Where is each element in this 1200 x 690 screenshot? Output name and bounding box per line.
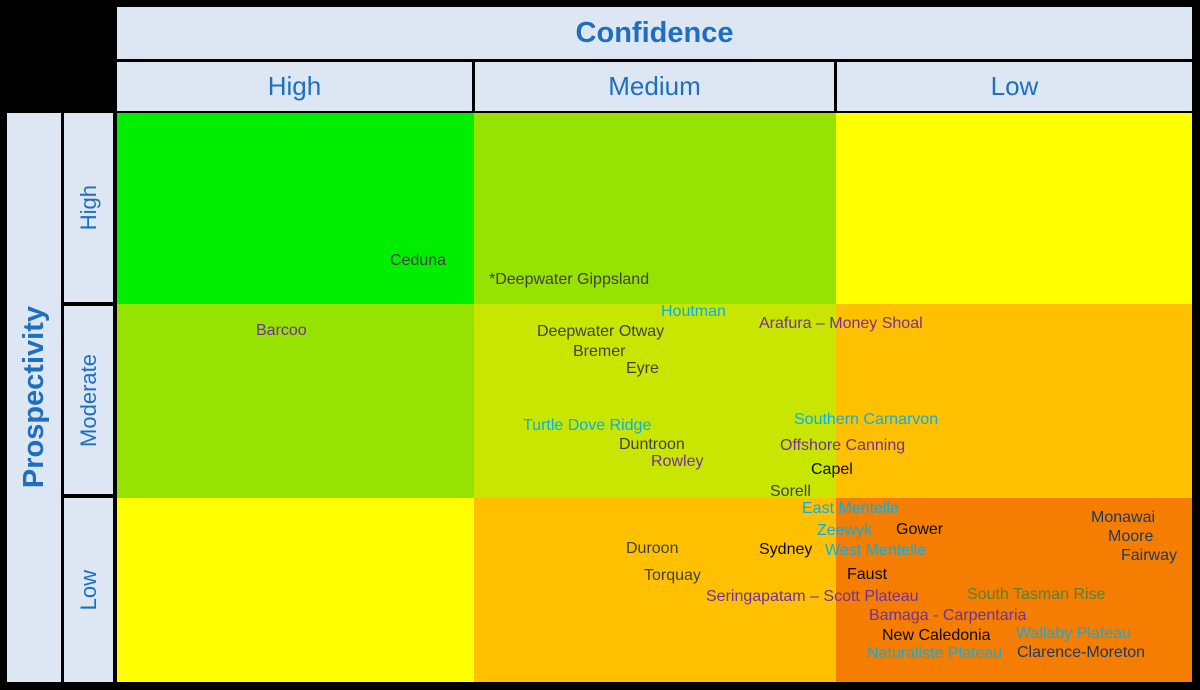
basin-label-wallaby-plateau: Wallaby Plateau — [1016, 625, 1132, 642]
basin-label-monawai: Monawai — [1091, 509, 1156, 526]
basin-label-moore: Moore — [1108, 528, 1154, 545]
basin-label-offshore-canning: Offshore Canning — [780, 437, 906, 454]
cell-prospectivity-moderate-confidence-medium — [474, 304, 836, 498]
basin-label-bamaga-carpentaria: Bamaga - Carpentaria — [869, 607, 1027, 624]
basin-label-deepwater-otway: Deepwater Otway — [537, 323, 665, 340]
cell-prospectivity-low-confidence-high — [117, 498, 474, 682]
row-header-prospectivity-moderate: Moderate — [64, 306, 113, 494]
cell-prospectivity-high-confidence-medium — [474, 113, 836, 304]
basin-label-deepwater-gippsland: *Deepwater Gippsland — [489, 271, 650, 288]
basin-label-turtle-dove-ridge: Turtle Dove Ridge — [523, 417, 652, 434]
basin-label-south-tasman-rise: South Tasman Rise — [967, 586, 1106, 603]
basin-label-eyre: Eyre — [626, 360, 659, 377]
basin-label-sydney: Sydney — [759, 541, 813, 558]
basin-label-clarence-moreton: Clarence-Moreton — [1017, 644, 1146, 661]
basin-label-sorell: Sorell — [770, 483, 811, 500]
basin-label-duntroon: Duntroon — [619, 436, 685, 453]
basin-label-fairway: Fairway — [1121, 547, 1178, 564]
row-header-high-text: High — [75, 184, 101, 231]
basin-label-ceduna: Ceduna — [390, 252, 447, 269]
prospectivity-axis-title: Prospectivity — [7, 113, 61, 682]
basin-label-capel: Capel — [811, 461, 853, 478]
basin-label-west-mentelle: West Mentelle — [825, 542, 927, 559]
cell-prospectivity-moderate-confidence-high — [117, 304, 474, 498]
basin-label-faust: Faust — [847, 566, 888, 583]
confidence-axis-title: Confidence — [117, 7, 1192, 59]
col-header-medium-text: Medium — [608, 71, 701, 101]
col-header-high-text: High — [267, 71, 322, 101]
col-header-confidence-high: High — [117, 62, 472, 111]
basin-label-east-mentelle: East Mentelle — [802, 500, 899, 517]
cell-prospectivity-high-confidence-low — [836, 113, 1192, 304]
cell-prospectivity-low-confidence-medium — [474, 498, 836, 682]
basin-label-naturaliste-plateau: Naturaliste Plateau — [867, 645, 1003, 662]
basin-label-duroon: Duroon — [626, 540, 679, 557]
cell-prospectivity-high-confidence-high — [117, 113, 474, 304]
basin-label-new-caledonia: New Caledonia — [882, 627, 991, 644]
basin-label-seringapatam-scott-plateau: Seringapatam – Scott Plateau — [706, 588, 919, 605]
basin-label-torquay: Torquay — [644, 567, 701, 584]
basin-label-arafura-money-shoal: Arafura – Money Shoal — [759, 315, 923, 332]
row-header-moderate-text: Moderate — [75, 353, 101, 447]
basin-label-bremer: Bremer — [573, 343, 626, 360]
col-header-confidence-medium: Medium — [475, 62, 834, 111]
basin-label-zeewyk: Zeewyk — [817, 522, 873, 539]
row-header-prospectivity-high: High — [64, 113, 113, 302]
col-header-low-text: Low — [990, 71, 1039, 101]
row-header-prospectivity-low: Low — [64, 498, 113, 682]
basin-label-houtman: Houtman — [661, 303, 726, 320]
cell-prospectivity-low-confidence-low — [836, 498, 1192, 682]
basin-label-rowley: Rowley — [651, 453, 704, 470]
basin-label-gower: Gower — [896, 521, 944, 538]
prospectivity-title-text: Prospectivity — [17, 306, 50, 489]
basin-label-barcoo: Barcoo — [256, 322, 307, 339]
col-header-confidence-low: Low — [837, 62, 1192, 111]
confidence-title-text: Confidence — [575, 16, 734, 49]
row-header-low-text: Low — [75, 569, 101, 611]
cell-prospectivity-moderate-confidence-low — [836, 304, 1192, 498]
basin-label-southern-carnarvon: Southern Carnarvon — [794, 411, 939, 428]
